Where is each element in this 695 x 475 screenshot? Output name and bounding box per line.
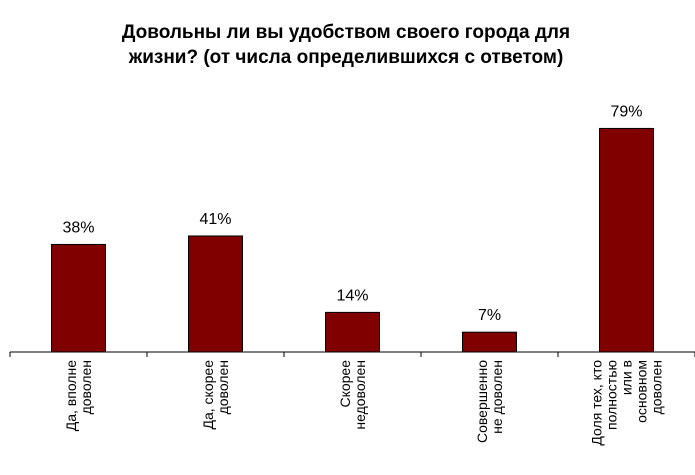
category-label-line: доволен [649,360,665,414]
bar [188,235,243,353]
category-label-line: основном [634,360,650,423]
category-label-line: не доволен [489,360,505,434]
chart-title-line-1: Довольны ли вы удобством своего города д… [122,22,570,43]
data-label: 41% [199,211,231,228]
category-label: Да, скореедоволен [200,360,231,430]
category-label: Совершенноне доволен [474,360,505,443]
bar [462,331,517,353]
bar [51,243,106,353]
category-label-line: недоволен [352,360,368,430]
chart-title-line-2: жизни? (от числа определившихся с ответо… [128,47,564,68]
category-label-line: Да, скорее [200,360,216,430]
category-label-line: доволен [215,360,231,414]
data-label: 38% [62,219,94,236]
bar [599,127,654,353]
category-label: Доля тех, ктополностьюили восновномдовол… [589,360,665,446]
category-label-line: Скорее [337,360,353,408]
bar [325,311,380,353]
category-label-line: доволен [78,360,94,414]
data-label: 7% [478,307,501,324]
category-label: Да, вполнедоволен [63,360,94,431]
category-label: Скореенедоволен [337,360,368,430]
category-label-line: или в [619,360,635,395]
data-label: 14% [336,287,368,304]
category-label-line: Да, вполне [63,360,79,431]
category-label-line: полностью [604,360,620,430]
category-label-line: Доля тех, кто [589,360,605,446]
category-label-line: Совершенно [474,360,490,443]
data-label: 79% [610,103,642,120]
